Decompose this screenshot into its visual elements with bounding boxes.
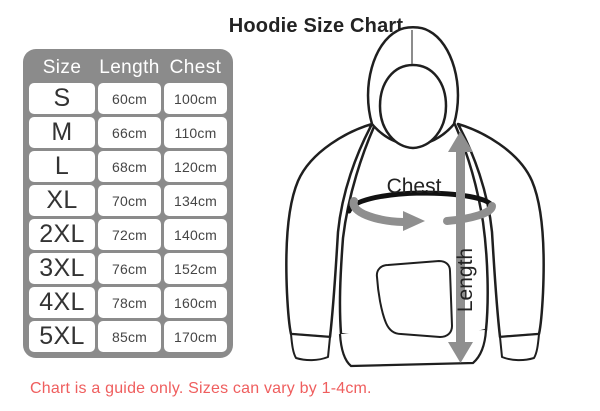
length-arrow-shaft: [456, 149, 465, 343]
table-cell-chest: 152cm: [164, 253, 227, 284]
col-header-size: Size: [42, 57, 82, 78]
table-cell-size: 5XL: [29, 321, 95, 352]
table-cell-size: 3XL: [29, 253, 95, 284]
table-cell-size: 2XL: [29, 219, 95, 250]
table-cell-length: 66cm: [98, 117, 161, 148]
hoodie-left-cuff: [290, 333, 331, 362]
table-cell-chest: 110cm: [164, 117, 227, 148]
table-cell-size: 4XL: [29, 287, 95, 318]
chest-arrow-left-arc: [349, 197, 407, 226]
length-label: Length: [454, 248, 477, 312]
hood-face-opening: [378, 63, 448, 150]
hoodie-diagram: Chest Length: [285, 26, 545, 368]
table-cell-length: 70cm: [98, 185, 161, 216]
table-cell-chest: 120cm: [164, 151, 227, 182]
chest-arc-top: [346, 190, 495, 214]
table-cell-length: 72cm: [98, 219, 161, 250]
hoodie-right-cuff: [499, 333, 540, 362]
page-title: Hoodie Size Chart: [228, 15, 404, 37]
col-header-length: Length: [99, 57, 160, 78]
length-arrow-head-bottom: [448, 342, 473, 363]
hoodie-hem-band: [338, 329, 488, 368]
table-cell-length: 60cm: [98, 83, 161, 114]
table-cell-length: 78cm: [98, 287, 161, 318]
hoodie-pocket: [375, 259, 454, 339]
table-cell-size: XL: [29, 185, 95, 216]
table-cell-size: S: [29, 83, 95, 114]
table-cell-chest: 100cm: [164, 83, 227, 114]
table-cell-length: 85cm: [98, 321, 161, 352]
size-table: Size Length Chest S 60cm 100cm M 66cm 11…: [23, 49, 233, 358]
table-cell-chest: 160cm: [164, 287, 227, 318]
length-arrow-head-top: [448, 131, 473, 152]
table-cell-length: 76cm: [98, 253, 161, 284]
table-cell-size: L: [29, 151, 95, 182]
size-table-body: S 60cm 100cm M 66cm 110cm L 68cm 120cm X…: [29, 83, 227, 352]
chest-arrow-right-arc: [443, 202, 496, 225]
table-cell-chest: 170cm: [164, 321, 227, 352]
hoodie-left-sleeve: [285, 122, 374, 339]
table-cell-chest: 134cm: [164, 185, 227, 216]
chest-arrow-head: [403, 211, 425, 231]
table-cell-chest: 140cm: [164, 219, 227, 250]
disclaimer-note: Chart is a guide only. Sizes can vary by…: [30, 380, 372, 397]
table-cell-size: M: [29, 117, 95, 148]
table-cell-length: 68cm: [98, 151, 161, 182]
col-header-chest: Chest: [169, 57, 222, 78]
size-table-header: Size Length Chest: [29, 53, 227, 83]
chest-label: Chest: [387, 175, 442, 198]
